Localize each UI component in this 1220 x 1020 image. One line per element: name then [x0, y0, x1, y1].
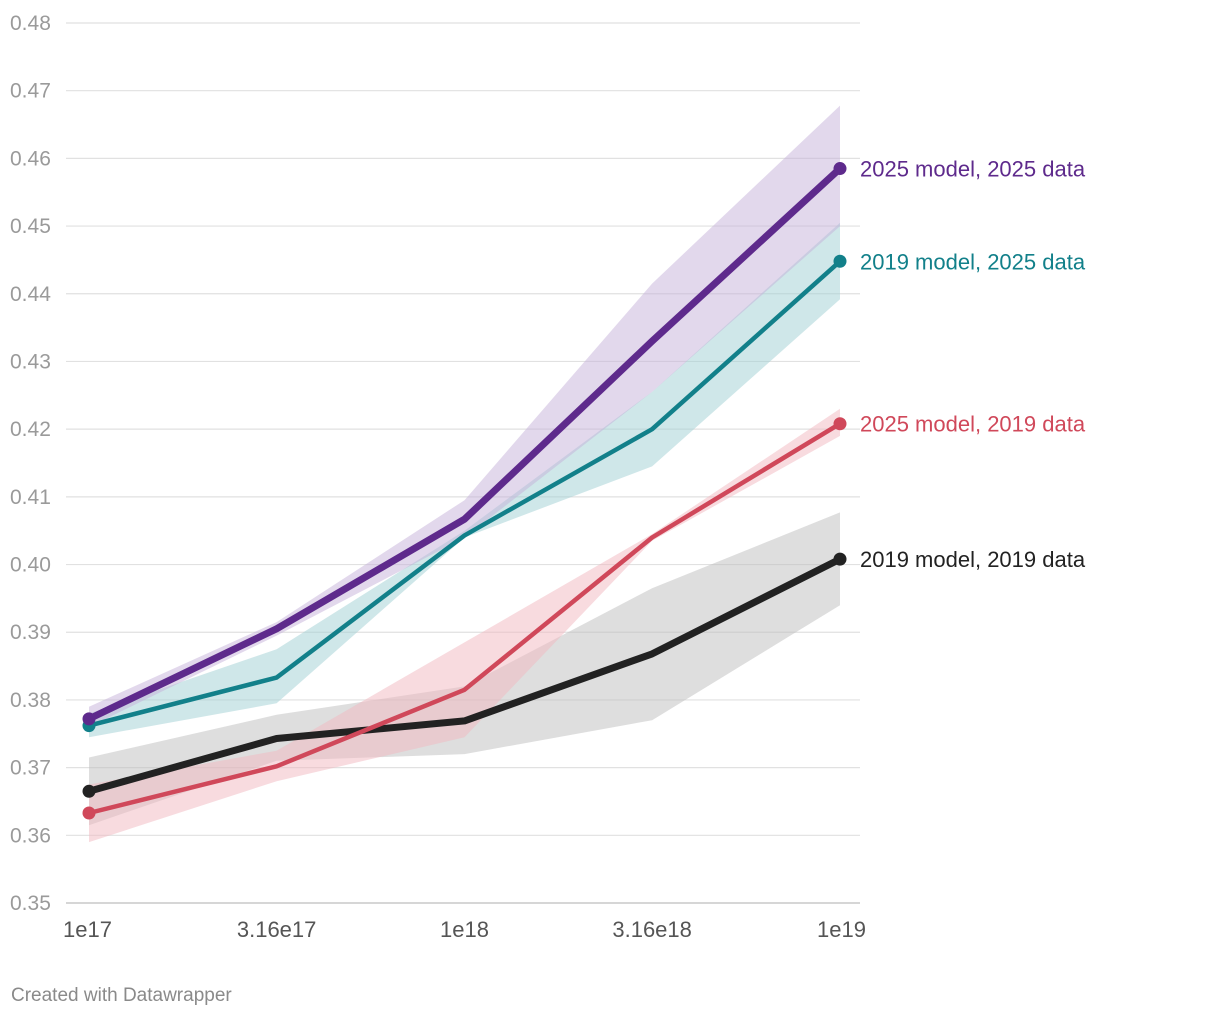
series-line	[86, 421, 843, 816]
x-tick-label: 1e19	[817, 917, 866, 942]
y-tick-label: 0.38	[10, 689, 51, 712]
data-point	[833, 254, 847, 268]
x-tick-label: 1e18	[440, 917, 489, 942]
confidence-band	[89, 408, 840, 843]
x-axis-tick-labels: 1e17 3.16e17 1e18 3.16e18 1e19	[63, 917, 866, 942]
series-lines	[85, 165, 844, 816]
y-tick-label: 0.35	[10, 892, 51, 915]
series-label: 2025 model, 2025 data	[860, 157, 1086, 182]
y-tick-label: 0.42	[10, 418, 51, 441]
data-point	[82, 784, 96, 798]
y-tick-label: 0.40	[10, 554, 51, 577]
grid-lines	[66, 22, 860, 904]
y-tick-label: 0.45	[10, 215, 51, 238]
credit-text: Created with Datawrapper	[11, 985, 232, 1006]
y-tick-label: 0.39	[10, 621, 51, 644]
series-end-points	[82, 162, 847, 820]
confidence-bands	[89, 105, 840, 843]
x-tick-label: 1e17	[63, 917, 112, 942]
y-tick-label: 0.43	[10, 350, 51, 373]
data-point	[833, 552, 847, 566]
data-point	[833, 162, 847, 176]
data-point	[82, 806, 96, 820]
series-label: 2019 model, 2025 data	[860, 249, 1086, 274]
series-line	[85, 555, 844, 795]
y-tick-label: 0.47	[10, 80, 51, 103]
y-axis-tick-labels: 0.35 0.36 0.37 0.38 0.39 0.40 0.41 0.42 0.43 0.44…	[10, 12, 51, 915]
data-point	[833, 417, 847, 431]
series-label: 2019 model, 2019 data	[860, 547, 1086, 572]
y-tick-label: 0.46	[10, 147, 51, 170]
y-tick-label: 0.48	[10, 12, 51, 35]
series-label: 2025 model, 2019 data	[860, 412, 1086, 437]
series-line	[86, 259, 843, 728]
y-tick-label: 0.44	[10, 283, 51, 306]
y-tick-label: 0.37	[10, 757, 51, 780]
y-tick-label: 0.41	[10, 486, 51, 509]
series-labels: 2019 model, 2019 data 2025 model, 2019 da…	[860, 157, 1086, 573]
y-tick-label: 0.36	[10, 824, 51, 847]
x-tick-label: 3.16e18	[612, 917, 692, 942]
x-tick-label: 3.16e17	[237, 917, 317, 942]
series-line	[85, 165, 844, 723]
data-point	[82, 712, 96, 726]
confidence-band	[89, 512, 840, 826]
